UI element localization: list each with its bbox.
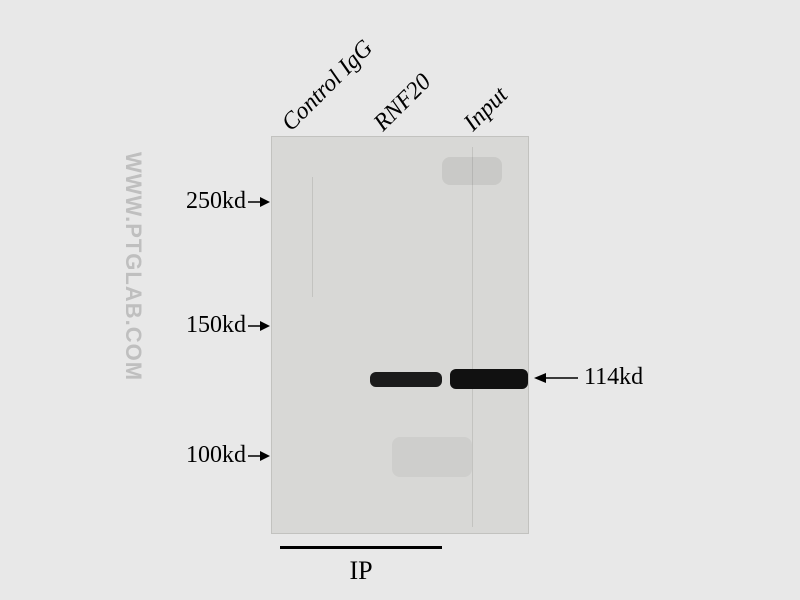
mw-arrow-150: [248, 318, 270, 334]
membrane-crease: [312, 177, 313, 297]
band-input: [450, 369, 528, 389]
ip-label: IP: [280, 556, 442, 586]
watermark-text: WWW.PTGLAB.COM: [120, 152, 146, 381]
lane-label-input: Input: [459, 82, 514, 137]
blot-membrane: [271, 136, 529, 534]
membrane-crease: [472, 147, 473, 527]
band-rnf20: [370, 372, 442, 387]
mw-label-250: 250kd: [150, 188, 246, 215]
target-arrow: [534, 370, 578, 386]
membrane-smudge: [392, 437, 472, 477]
lane-label-rnf20: RNF20: [369, 69, 437, 137]
lane-label-control-igg: Control IgG: [277, 35, 379, 137]
blot-figure: WWW.PTGLAB.COM Control IgG RNF20 Input 2…: [0, 0, 800, 600]
mw-arrow-250: [248, 194, 270, 210]
ip-bracket-line: [280, 546, 442, 549]
mw-label-100: 100kd: [150, 442, 246, 469]
mw-label-150: 150kd: [150, 312, 246, 339]
mw-arrow-100: [248, 448, 270, 464]
target-label: 114kd: [584, 364, 643, 391]
